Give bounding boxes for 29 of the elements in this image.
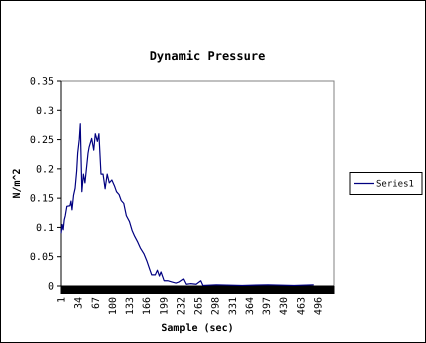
x-tick-label: 496 xyxy=(313,297,324,316)
y-tick-label: 0.15 xyxy=(30,194,54,205)
x-tick-label: 100 xyxy=(108,297,119,316)
x-tick-label: 1 xyxy=(56,297,68,304)
x-tick-label: 331 xyxy=(228,297,239,316)
y-tick-label: 0.05 xyxy=(30,252,54,264)
x-tick-label: 265 xyxy=(194,297,205,316)
x-tick-label: 166 xyxy=(142,297,154,316)
x-tick-label: 397 xyxy=(262,297,274,316)
x-tick-label: 298 xyxy=(210,297,222,316)
y-tick-label: 0.3 xyxy=(36,106,54,117)
x-tick-label: 67 xyxy=(90,297,102,310)
y-tick-label: 0.1 xyxy=(36,222,54,234)
x-tick-label: 199 xyxy=(159,297,170,316)
x-tick-label: 430 xyxy=(279,297,290,316)
y-tick-label: 0 xyxy=(48,282,54,292)
y-tick-label: 0.35 xyxy=(30,76,54,88)
y-tick-label: 0.2 xyxy=(36,164,54,176)
x-tick-label: 463 xyxy=(296,297,308,316)
x-tick-label: 133 xyxy=(125,297,136,316)
x-tick-label: 232 xyxy=(176,297,188,316)
x-tick-label: 34 xyxy=(74,297,85,310)
legend-label: Series1 xyxy=(376,180,414,190)
y-axis-title: N/m^2 xyxy=(12,168,23,199)
x-axis-title: Sample (sec) xyxy=(161,323,234,334)
chart-title: Dynamic Pressure xyxy=(150,49,266,63)
y-tick-label: 0.25 xyxy=(30,135,54,146)
line-series xyxy=(60,123,314,286)
x-tick-label: 364 xyxy=(244,297,256,316)
